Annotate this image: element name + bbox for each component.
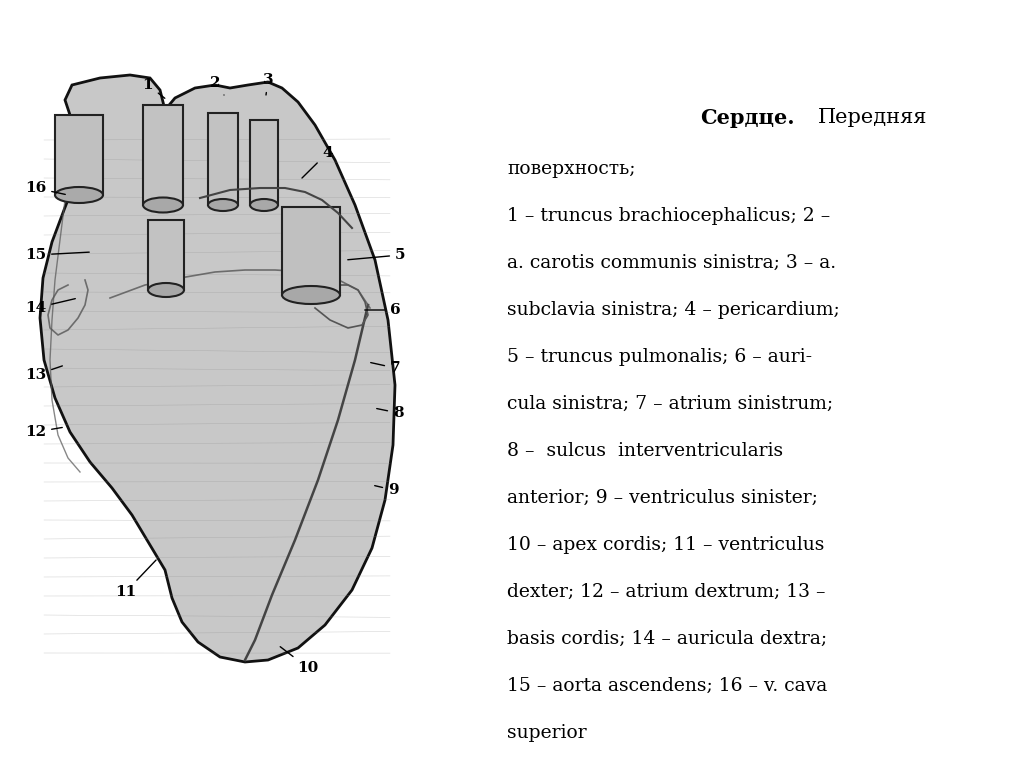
Text: 12: 12 <box>25 425 62 439</box>
Text: 10: 10 <box>281 647 318 675</box>
Bar <box>55 115 103 195</box>
Text: 13: 13 <box>25 366 62 382</box>
Text: subclavia sinistra; 4 – pericardium;: subclavia sinistra; 4 – pericardium; <box>507 301 840 319</box>
Text: 11: 11 <box>115 560 156 599</box>
Bar <box>143 105 183 205</box>
Text: 1: 1 <box>142 78 165 98</box>
Text: anterior; 9 – ventriculus sinister;: anterior; 9 – ventriculus sinister; <box>507 489 818 507</box>
Text: 4: 4 <box>302 146 333 178</box>
Text: 8 –  sulcus  interventricularis: 8 – sulcus interventricularis <box>507 442 783 460</box>
Text: 14: 14 <box>25 298 76 315</box>
Text: 6: 6 <box>365 303 400 317</box>
Ellipse shape <box>55 187 103 203</box>
Ellipse shape <box>250 199 278 211</box>
Text: 2: 2 <box>210 76 224 95</box>
Text: 10 – apex cordis; 11 – ventriculus: 10 – apex cordis; 11 – ventriculus <box>507 536 824 554</box>
Text: basis cordis; 14 – auricula dextra;: basis cordis; 14 – auricula dextra; <box>507 630 827 648</box>
Bar <box>282 207 340 295</box>
Text: 15 – aorta ascendens; 16 – v. cava: 15 – aorta ascendens; 16 – v. cava <box>507 677 827 695</box>
Ellipse shape <box>208 199 238 211</box>
Text: dexter; 12 – atrium dextrum; 13 –: dexter; 12 – atrium dextrum; 13 – <box>507 583 825 601</box>
Text: поверхность;: поверхность; <box>507 160 636 178</box>
Bar <box>148 220 184 290</box>
Bar <box>250 120 278 205</box>
Text: 16: 16 <box>25 181 66 195</box>
Bar <box>208 113 238 205</box>
Text: Сердце.: Сердце. <box>700 108 795 128</box>
Text: 5 – truncus pulmonalis; 6 – auri-: 5 – truncus pulmonalis; 6 – auri- <box>507 348 812 366</box>
Text: a. carotis communis sinistra; 3 – a.: a. carotis communis sinistra; 3 – a. <box>507 254 837 272</box>
Ellipse shape <box>143 197 183 212</box>
Text: 3: 3 <box>263 73 273 95</box>
Text: Передняя: Передняя <box>818 108 928 127</box>
Ellipse shape <box>282 286 340 304</box>
Text: 5: 5 <box>348 248 406 262</box>
Text: 7: 7 <box>371 361 400 375</box>
Text: 1 – truncus brachiocephalicus; 2 –: 1 – truncus brachiocephalicus; 2 – <box>507 207 830 225</box>
Polygon shape <box>40 75 395 662</box>
Text: 8: 8 <box>377 406 403 420</box>
Ellipse shape <box>148 283 184 297</box>
Text: cula sinistra; 7 – atrium sinistrum;: cula sinistra; 7 – atrium sinistrum; <box>507 395 834 413</box>
Text: 15: 15 <box>25 248 89 262</box>
Text: superior: superior <box>507 724 587 742</box>
Text: 9: 9 <box>375 483 398 497</box>
